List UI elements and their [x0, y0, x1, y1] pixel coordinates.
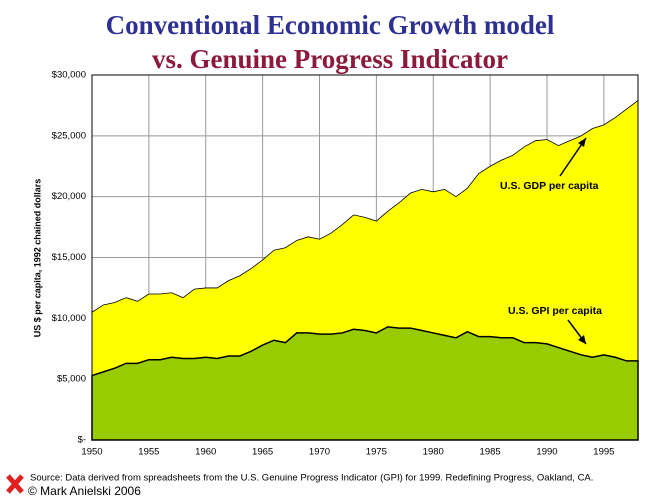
- y-tick-label: $15,000: [52, 252, 86, 263]
- x-tick-label: 1970: [309, 447, 330, 458]
- y-tick-label: $30,000: [52, 70, 86, 81]
- x-tick-label: 1960: [195, 447, 216, 458]
- x-tick-label: 1990: [536, 447, 557, 458]
- x-tick-label: 1975: [366, 447, 387, 458]
- annotation-arrowhead: [578, 335, 586, 344]
- x-tick-label: 1965: [252, 447, 273, 458]
- y-tick-label: $-: [78, 435, 86, 446]
- annotation: U.S. GDP per capita: [500, 180, 599, 192]
- x-tick-label: 1950: [81, 447, 102, 458]
- annotation-arrowhead: [578, 138, 586, 147]
- y-tick-label: $20,000: [52, 191, 86, 202]
- x-tick-label: 1985: [480, 447, 501, 458]
- y-tick-label: $25,000: [52, 130, 86, 141]
- plot-border: [91, 74, 639, 441]
- logo: [6, 474, 24, 494]
- x-tick-label: 1955: [138, 447, 159, 458]
- x-tick-label: 1995: [593, 447, 614, 458]
- y-tick-label: $5,000: [57, 374, 86, 385]
- annotation: U.S. GPI per capita: [508, 305, 602, 317]
- y-tick-label: $10,000: [52, 313, 86, 324]
- y-axis-label: US $ per capita, 1992 chained dollars: [32, 179, 42, 338]
- chart-title: Conventional Economic Growth model: [106, 10, 555, 40]
- area: [91, 326, 639, 441]
- x-tick-label: 1980: [423, 447, 444, 458]
- chart-subtitle: vs. Genuine Progress Indicator: [152, 44, 508, 74]
- copyright: © Mark Anielski 2006: [28, 484, 141, 498]
- source: Source: Data derived from spreadsheets f…: [30, 473, 593, 484]
